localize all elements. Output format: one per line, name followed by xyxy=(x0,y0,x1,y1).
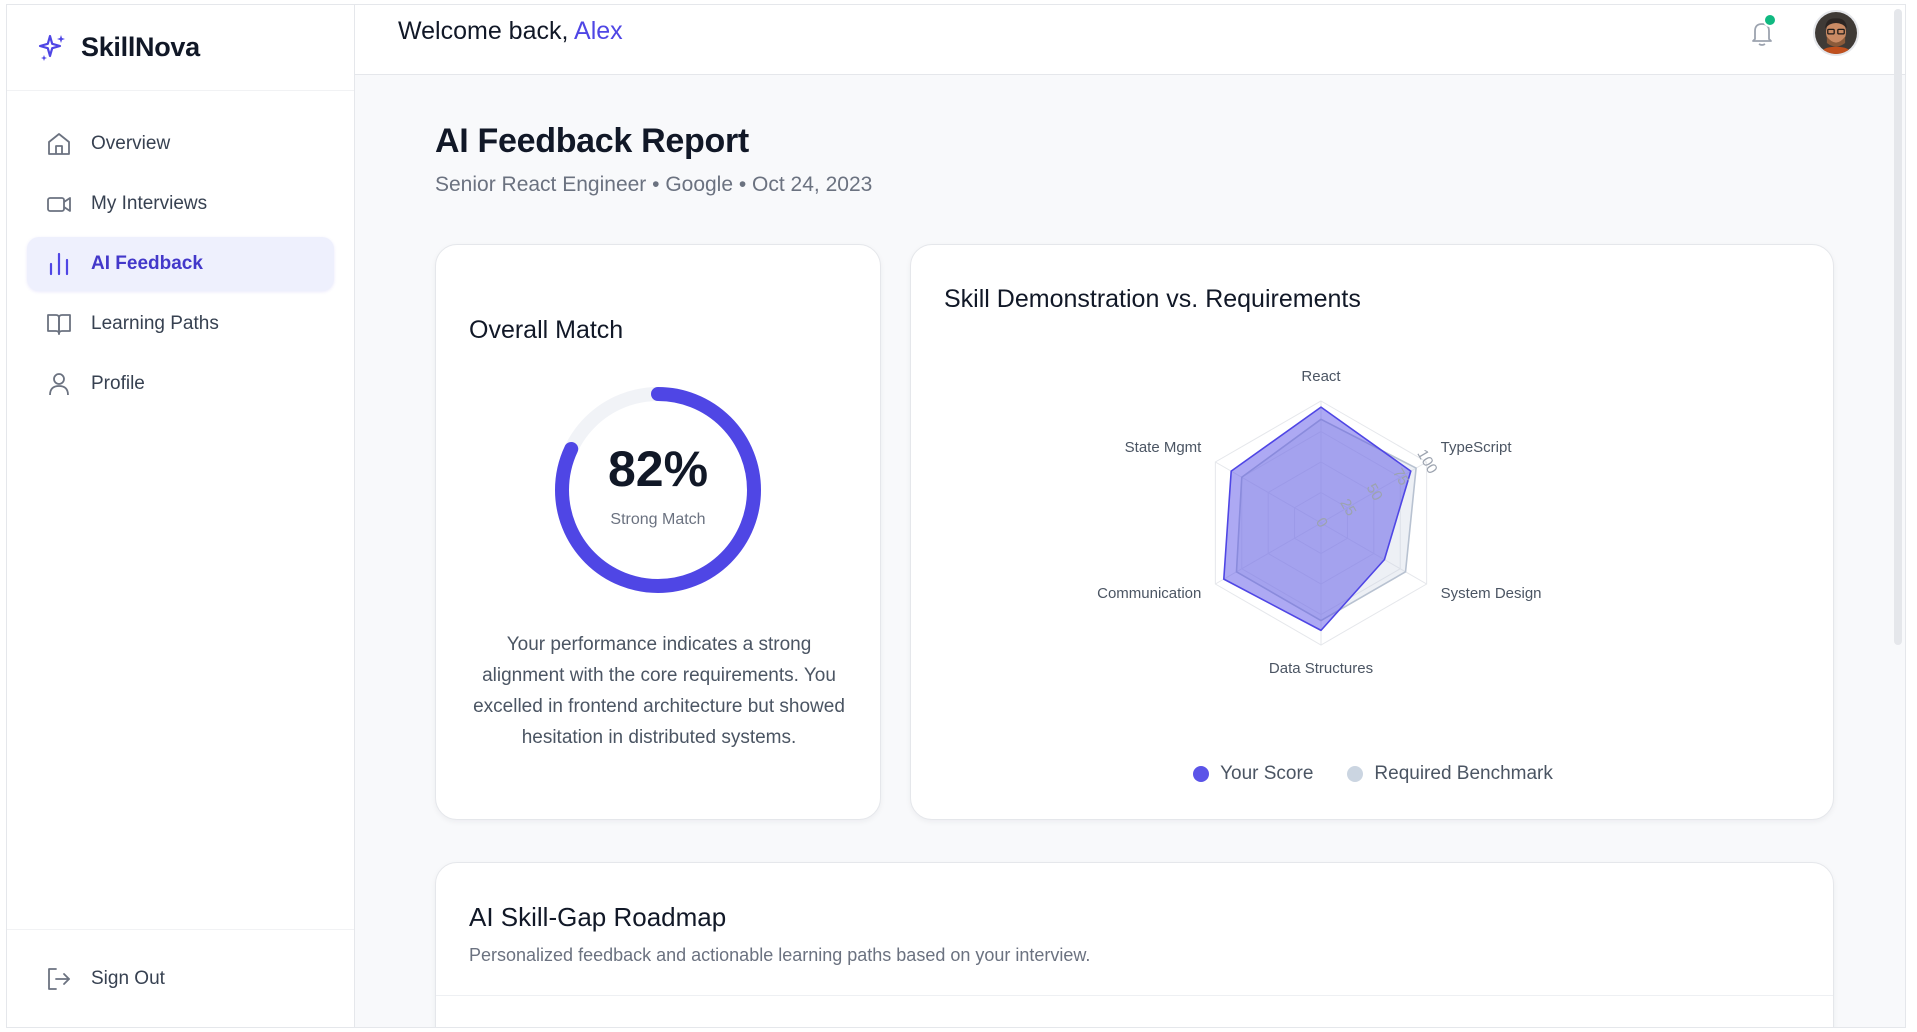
radar-axis-label: TypeScript xyxy=(1441,439,1513,456)
series-your-score xyxy=(1222,406,1412,632)
avatar[interactable] xyxy=(1813,10,1859,56)
skill-demonstration-card: Skill Demonstration vs. Requirements 0 25… xyxy=(910,244,1834,820)
overall-description: Your performance indicates a strong alig… xyxy=(473,634,845,748)
match-label: Strong Match xyxy=(610,511,706,528)
page-scrollbar[interactable] xyxy=(1894,9,1902,645)
greeting-text: Welcome back, xyxy=(398,17,569,45)
legend-dot-your-score xyxy=(1193,766,1210,782)
sidebar-item-profile[interactable]: Profile xyxy=(27,357,334,411)
book-icon xyxy=(47,314,71,335)
legend-benchmark[interactable]: Required Benchmark xyxy=(1347,763,1553,785)
welcome-message: Welcome back, Alex xyxy=(398,17,623,46)
page-title: AI Feedback Report xyxy=(435,122,749,160)
match-progress-ring xyxy=(555,387,761,593)
home-icon xyxy=(48,133,70,155)
legend-label: Required Benchmark xyxy=(1374,763,1553,784)
app-window: SkillNova Overview My Interviews AI Feed… xyxy=(6,4,1906,1028)
sidebar-item-overview[interactable]: Overview xyxy=(27,117,334,171)
sparkle-logo-icon xyxy=(38,34,65,61)
roadmap-title: AI Skill-Gap Roadmap xyxy=(469,902,727,932)
chart-legend: Your Score Required Benchmark xyxy=(911,763,1835,785)
legend-label: Your Score xyxy=(1220,763,1314,784)
overall-match-title: Overall Match xyxy=(469,316,624,344)
overall-match-card: Overall Match 82% Strong Match Your perf… xyxy=(435,244,881,820)
radar-axis-label: React xyxy=(1301,368,1341,385)
sign-out-label: Sign Out xyxy=(91,967,165,989)
bar-chart-icon xyxy=(49,252,69,276)
user-name: Alex xyxy=(574,17,623,45)
video-icon xyxy=(47,197,71,212)
top-header: Welcome back, Alex xyxy=(355,5,1905,75)
sidebar-item-label: Overview xyxy=(91,133,171,154)
sidebar-item-label: Learning Paths xyxy=(91,313,219,334)
user-icon xyxy=(49,373,69,396)
sidebar-item-label: Profile xyxy=(91,373,145,394)
radar-axis-label: System Design xyxy=(1441,585,1542,602)
roadmap-subtitle: Personalized feedback and actionable lea… xyxy=(469,945,1091,965)
radar-tick-label: 25 xyxy=(1336,496,1359,519)
sidebar-item-label: AI Feedback xyxy=(91,253,203,274)
notification-badge xyxy=(1763,13,1777,27)
sidebar-nav: Overview My Interviews AI Feedback Learn… xyxy=(7,91,354,411)
sidebar: SkillNova Overview My Interviews AI Feed… xyxy=(7,5,355,1027)
page-subtitle: Senior React Engineer • Google • Oct 24,… xyxy=(435,173,873,196)
radar-axis-label: Communication xyxy=(1097,585,1201,602)
divider xyxy=(436,995,1833,996)
radar-axis-label: Data Structures xyxy=(1269,660,1373,677)
brand[interactable]: SkillNova xyxy=(7,5,354,91)
sidebar-item-my-interviews[interactable]: My Interviews xyxy=(27,177,334,231)
skill-chart-title: Skill Demonstration vs. Requirements xyxy=(944,285,1361,313)
sidebar-item-ai-feedback[interactable]: AI Feedback xyxy=(27,237,334,291)
roadmap-card: AI Skill-Gap Roadmap Personalized feedba… xyxy=(435,862,1834,1027)
sidebar-item-learning-paths[interactable]: Learning Paths xyxy=(27,297,334,351)
radar-tick-label: 75 xyxy=(1389,466,1412,489)
radar-tick-label: 50 xyxy=(1363,481,1386,504)
logout-icon xyxy=(48,967,70,990)
avatar-image xyxy=(1815,12,1857,54)
sign-out-button[interactable]: Sign Out xyxy=(7,929,354,1027)
bell-icon[interactable] xyxy=(1747,18,1777,48)
match-percent: 82% xyxy=(607,441,709,497)
brand-name: SkillNova xyxy=(81,32,200,62)
sidebar-item-label: My Interviews xyxy=(91,193,208,214)
legend-your-score[interactable]: Your Score xyxy=(1193,763,1313,785)
legend-dot-benchmark xyxy=(1347,766,1364,782)
radar-tick-label: 100 xyxy=(1413,447,1440,477)
radar-axis-label: State Mgmt xyxy=(1125,439,1203,456)
